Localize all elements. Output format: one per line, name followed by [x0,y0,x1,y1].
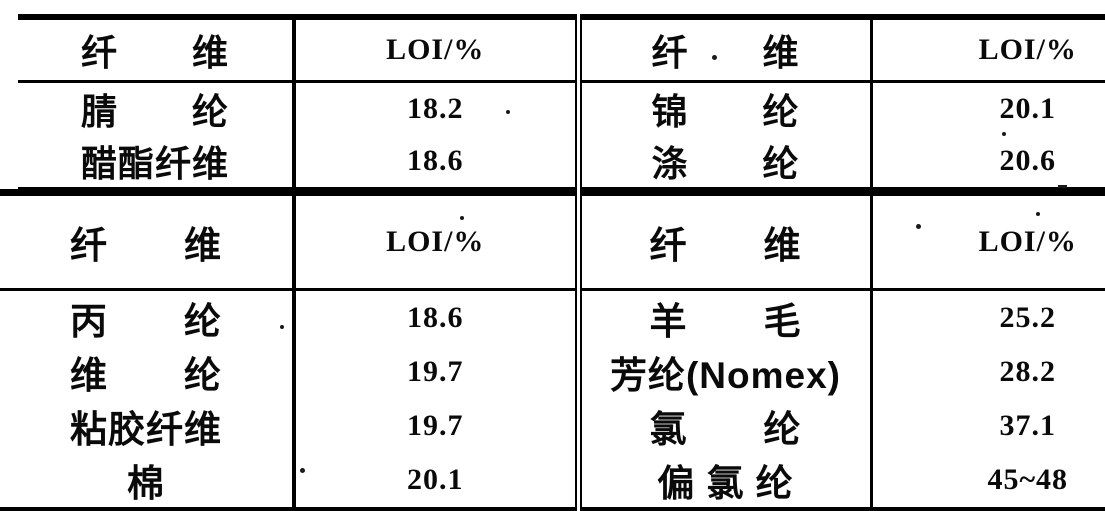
fiber-name-cell: 锦 纶 [574,81,871,135]
table-row: 粘胶纤维 19.7 氯 纶 37.1 [0,399,1105,453]
fiber-name-cell: 醋酯纤维 [80,143,229,184]
loi-value-cell: 18.6 [292,289,578,345]
loi-table-bottom: 纤 维 LOI/% 纤 维 LOI/% 丙 纶 18.6 羊 毛 25.2 维 … [0,189,1105,511]
loi-value-cell: 18.2 [292,81,578,135]
fiber-column-header: 纤 维 [18,17,294,83]
loi-value-cell: 20.1 [869,81,1105,135]
fiber-column-header: 纤 维 [0,192,294,291]
loi-value-cell: 28.2 [869,345,1105,399]
table-row: 棉 20.1 偏 氯 纶 45~48 [0,453,1105,510]
scan-speck [1058,185,1067,188]
scan-speck [280,325,284,329]
fiber-name-cell: 粘胶纤维 [70,409,222,450]
loi-value-cell: 20.1 [292,453,578,510]
table-row: 醋酯纤维 18.6 涤 纶 20.6 [18,135,1105,188]
loi-value-cell: 19.7 [292,345,578,399]
table-row: 腈 纶 18.2 锦 纶 20.1 [18,81,1105,135]
table-header-row: 纤 维 LOI/% 纤 维 LOI/% [0,192,1105,291]
table-header-row: 纤 维 LOI/% 纤 维 LOI/% [18,17,1105,83]
fiber-name-cell: 羊 毛 [574,289,871,345]
scan-speck [506,110,510,114]
loi-column-header: LOI/% [869,17,1105,83]
fiber-name-cell: 偏 氯 纶 [574,453,871,510]
scan-speck [1036,212,1040,216]
loi-column-header: LOI/% [869,192,1105,291]
fiber-name-cell: 维 纶 [70,355,222,396]
loi-column-header: LOI/% [292,17,578,83]
fiber-name-cell: 涤 纶 [574,135,871,188]
table-row: 维 纶 19.7 芳纶(Nomex) 28.2 [0,345,1105,399]
scan-speck [300,468,305,473]
table-row: 丙 纶 18.6 羊 毛 25.2 [0,289,1105,345]
fiber-column-header: 纤 维 [574,192,871,291]
fiber-name-cell: 氯 纶 [574,399,871,453]
loi-column-header: LOI/% [292,192,578,291]
fiber-column-header: 纤 维 [574,17,871,83]
loi-table-top: 纤 维 LOI/% 纤 维 LOI/% 腈 纶 18.2 锦 纶 20.1 醋酯… [18,14,1105,189]
loi-value-cell: 37.1 [869,399,1105,453]
scan-speck [460,216,464,220]
fiber-name-cell: 腈 纶 [80,91,229,132]
loi-value-cell: 19.7 [292,399,578,453]
loi-value-cell: 25.2 [869,289,1105,345]
loi-value-cell: 20.6 [869,135,1105,188]
scan-speck [766,162,770,166]
scan-speck [1002,132,1006,136]
fiber-name-cell: 芳纶(Nomex) [574,345,871,399]
loi-value-cell: 45~48 [869,453,1105,510]
loi-value-cell: 18.6 [292,135,578,188]
fiber-name-cell: 棉 [127,463,165,504]
scan-speck [712,55,717,60]
fiber-name-cell: 丙 纶 [70,301,222,342]
scan-speck [916,224,921,229]
